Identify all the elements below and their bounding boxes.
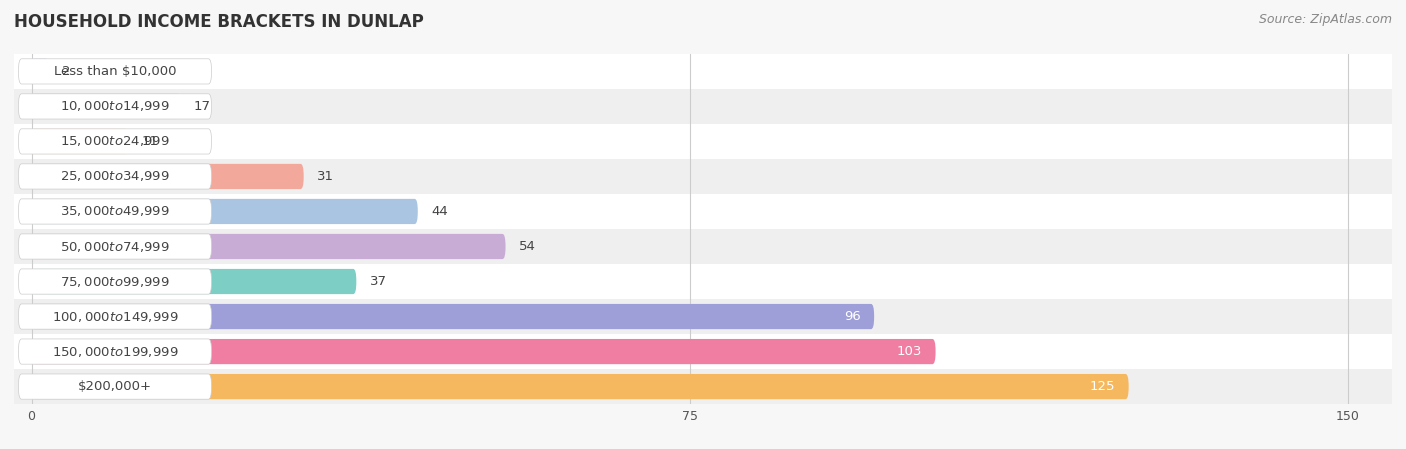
Text: Less than $10,000: Less than $10,000 <box>53 65 176 78</box>
Bar <box>14 369 1392 404</box>
Text: 11: 11 <box>142 135 159 148</box>
Text: $75,000 to $99,999: $75,000 to $99,999 <box>60 274 170 289</box>
FancyBboxPatch shape <box>31 199 418 224</box>
Text: Source: ZipAtlas.com: Source: ZipAtlas.com <box>1258 13 1392 26</box>
FancyBboxPatch shape <box>18 199 211 224</box>
FancyBboxPatch shape <box>18 304 211 329</box>
Text: $15,000 to $24,999: $15,000 to $24,999 <box>60 134 170 149</box>
Bar <box>14 89 1392 124</box>
Bar <box>14 54 1392 89</box>
Bar <box>14 334 1392 369</box>
Bar <box>14 229 1392 264</box>
FancyBboxPatch shape <box>31 234 506 259</box>
FancyBboxPatch shape <box>31 269 356 294</box>
Text: 31: 31 <box>316 170 333 183</box>
Text: 37: 37 <box>370 275 387 288</box>
Text: $25,000 to $34,999: $25,000 to $34,999 <box>60 169 170 184</box>
Bar <box>14 264 1392 299</box>
FancyBboxPatch shape <box>18 269 211 294</box>
Text: 17: 17 <box>194 100 211 113</box>
FancyBboxPatch shape <box>18 129 211 154</box>
Text: 125: 125 <box>1090 380 1115 393</box>
FancyBboxPatch shape <box>31 164 304 189</box>
FancyBboxPatch shape <box>18 94 211 119</box>
FancyBboxPatch shape <box>18 234 211 259</box>
Bar <box>14 124 1392 159</box>
FancyBboxPatch shape <box>31 59 49 84</box>
Text: $10,000 to $14,999: $10,000 to $14,999 <box>60 99 170 114</box>
Text: $100,000 to $149,999: $100,000 to $149,999 <box>52 309 179 324</box>
FancyBboxPatch shape <box>31 129 128 154</box>
Text: 44: 44 <box>430 205 447 218</box>
FancyBboxPatch shape <box>31 339 935 364</box>
FancyBboxPatch shape <box>31 374 1129 399</box>
FancyBboxPatch shape <box>31 94 181 119</box>
Bar <box>14 194 1392 229</box>
Text: $35,000 to $49,999: $35,000 to $49,999 <box>60 204 170 219</box>
Text: 2: 2 <box>62 65 70 78</box>
Text: HOUSEHOLD INCOME BRACKETS IN DUNLAP: HOUSEHOLD INCOME BRACKETS IN DUNLAP <box>14 13 423 31</box>
Text: 103: 103 <box>897 345 922 358</box>
Text: $200,000+: $200,000+ <box>77 380 152 393</box>
Text: 96: 96 <box>844 310 860 323</box>
FancyBboxPatch shape <box>18 59 211 84</box>
Text: $50,000 to $74,999: $50,000 to $74,999 <box>60 239 170 254</box>
FancyBboxPatch shape <box>18 164 211 189</box>
Bar <box>14 159 1392 194</box>
Text: $150,000 to $199,999: $150,000 to $199,999 <box>52 344 179 359</box>
Bar <box>14 299 1392 334</box>
Text: 54: 54 <box>519 240 536 253</box>
FancyBboxPatch shape <box>18 339 211 364</box>
FancyBboxPatch shape <box>31 304 875 329</box>
FancyBboxPatch shape <box>18 374 211 399</box>
